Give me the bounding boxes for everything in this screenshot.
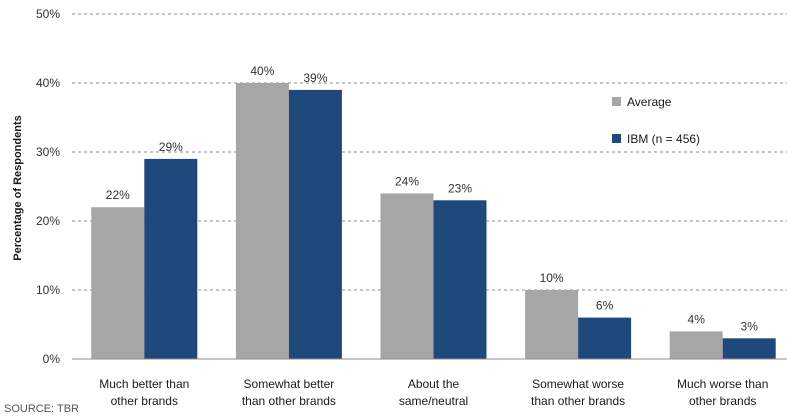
data-label: 40%	[250, 64, 274, 78]
data-labels: 22% 29% 40% 39% 24% 23% 10% 6% 4% 3%	[106, 64, 758, 333]
data-label: 24%	[395, 174, 419, 188]
y-tick-label: 20%	[36, 214, 60, 228]
legend-label: IBM (n = 456)	[627, 132, 700, 146]
bar-average	[235, 83, 289, 359]
data-label: 6%	[596, 299, 614, 313]
data-label: 23%	[448, 181, 472, 195]
legend-swatch	[612, 97, 621, 106]
source-note: SOURCE: TBR	[4, 403, 79, 415]
y-tick-label: 30%	[36, 145, 60, 159]
bar-average	[380, 193, 434, 359]
bar-ibm	[433, 200, 487, 359]
y-tick-label: 0%	[43, 352, 61, 366]
y-tick-label: 10%	[36, 283, 60, 297]
data-label: 3%	[741, 319, 759, 333]
bar-ibm	[144, 158, 198, 359]
bar-average	[669, 331, 723, 359]
y-tick-label: 40%	[36, 76, 60, 90]
legend-label: Average	[627, 95, 672, 109]
data-label: 29%	[159, 140, 183, 154]
data-label: 39%	[303, 71, 327, 85]
x-category-label: About the same/neutral	[398, 377, 469, 408]
x-category-label: Much worse than other brands	[676, 377, 769, 408]
y-tick-label: 50%	[36, 7, 60, 21]
bars	[91, 83, 776, 360]
legend-swatch	[612, 134, 621, 143]
data-label: 10%	[540, 271, 564, 285]
legend: Average IBM (n = 456)	[612, 95, 700, 146]
bar-average	[91, 207, 145, 359]
bar-ibm	[722, 338, 776, 359]
x-category-label: Somewhat better than other brands	[241, 377, 336, 408]
data-label: 22%	[106, 188, 130, 202]
y-axis-ticks: 0% 10% 20% 30% 40% 50%	[36, 7, 60, 366]
data-label: 4%	[688, 312, 706, 326]
bar-average	[525, 290, 579, 359]
y-axis-label: Percentage of Respondents	[12, 115, 24, 260]
x-category-label: Much better than other brands	[99, 377, 190, 408]
bar-ibm	[288, 89, 342, 360]
bar-ibm	[578, 317, 632, 359]
x-category-label: Somewhat worse than other brands	[531, 377, 626, 408]
